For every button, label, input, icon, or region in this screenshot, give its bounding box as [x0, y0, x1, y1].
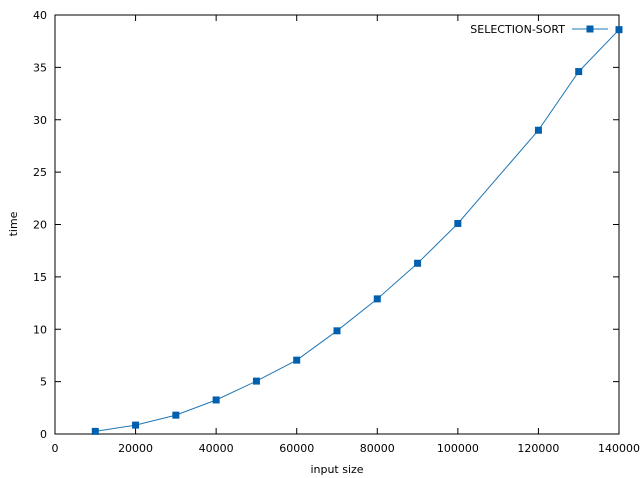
y-tick-label: 25 — [33, 166, 47, 179]
y-tick-label: 20 — [33, 219, 47, 232]
x-tick-label: 0 — [52, 442, 59, 455]
data-point — [132, 421, 140, 429]
y-axis-title: time — [7, 211, 20, 236]
data-point — [454, 219, 462, 227]
x-tick-label: 60000 — [279, 442, 314, 455]
series-line — [95, 29, 620, 432]
x-tick-label: 20000 — [118, 442, 153, 455]
x-tick-label: 80000 — [360, 442, 395, 455]
data-point — [414, 259, 422, 267]
y-tick-label: 15 — [33, 271, 47, 284]
data-point — [293, 356, 301, 364]
x-tick-label: 40000 — [199, 442, 234, 455]
legend: SELECTION-SORT — [470, 23, 608, 36]
plot-frame — [54, 14, 620, 435]
y-tick-label: 40 — [33, 9, 47, 22]
y-tick-label: 0 — [40, 428, 47, 441]
legend-label: SELECTION-SORT — [470, 23, 565, 36]
data-point — [373, 295, 381, 303]
data-point — [534, 126, 542, 134]
data-point — [252, 377, 260, 385]
legend-marker-sample — [586, 25, 594, 33]
x-tick-label: 100000 — [437, 442, 479, 455]
y-tick-label: 5 — [40, 376, 47, 389]
data-point — [575, 68, 583, 76]
x-axis-ticks: 0 20000 40000 60000 80000 100000 120000 140000 — [52, 15, 640, 455]
x-tick-label: 140000 — [598, 442, 640, 455]
x-axis-title: input size — [310, 463, 363, 476]
x-tick-label: 120000 — [517, 442, 559, 455]
y-tick-label: 30 — [33, 114, 47, 127]
data-point — [212, 396, 220, 404]
y-axis-ticks: 0 5 10 15 20 25 30 35 40 — [33, 9, 619, 441]
series-layer — [91, 26, 623, 435]
data-point — [333, 327, 341, 335]
data-point — [91, 427, 99, 435]
data-point — [615, 26, 623, 34]
y-tick-label: 10 — [33, 323, 47, 336]
data-point — [172, 411, 180, 419]
y-tick-label: 35 — [33, 61, 47, 74]
